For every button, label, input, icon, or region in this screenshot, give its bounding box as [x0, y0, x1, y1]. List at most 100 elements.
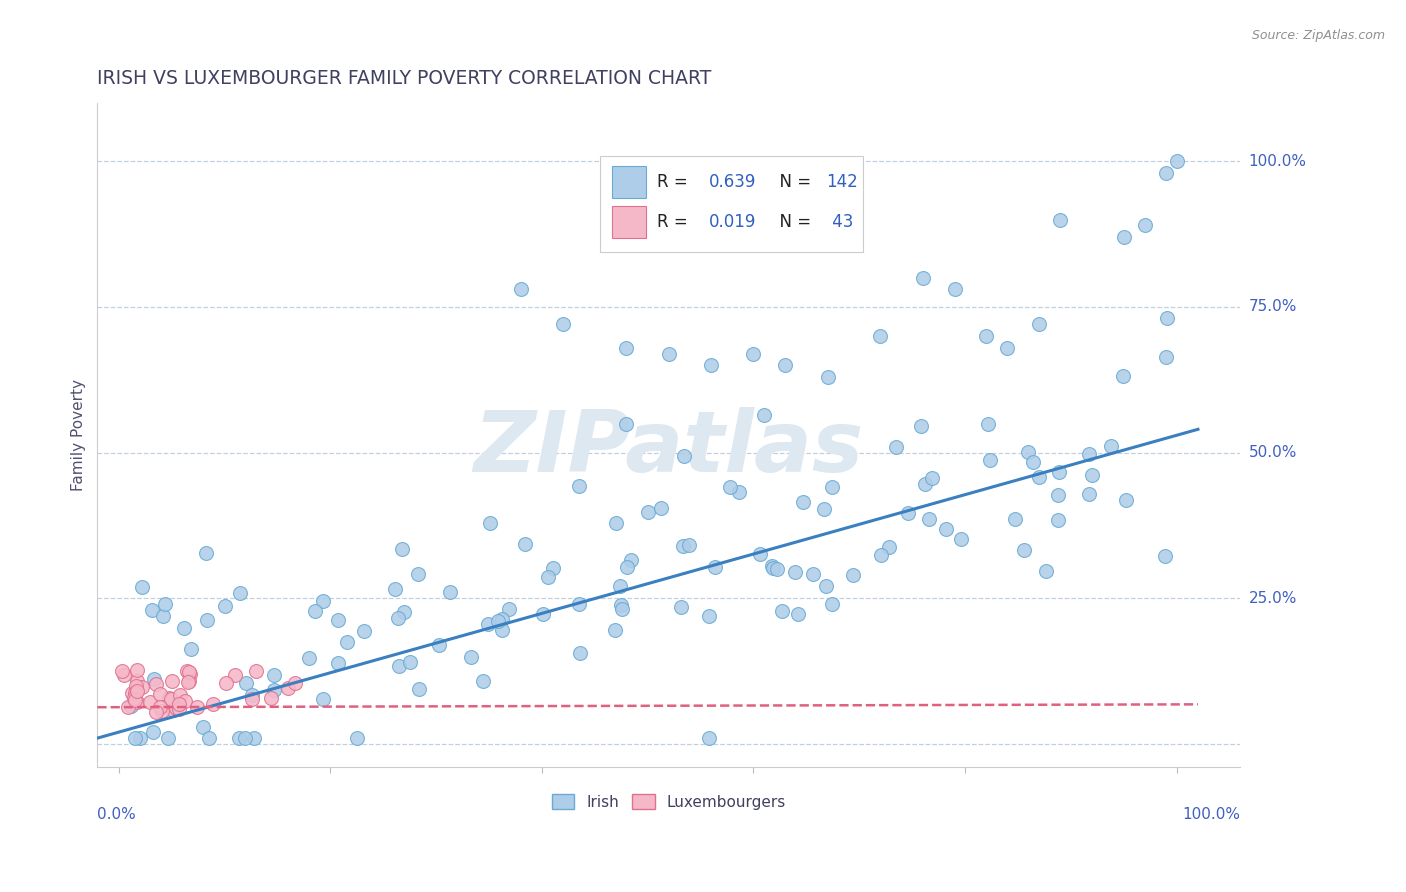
- Point: [195, 614, 218, 628]
- Point: [353, 624, 375, 639]
- Point: [1017, 445, 1039, 459]
- Point: [193, 720, 215, 734]
- Point: [620, 553, 643, 567]
- Point: [770, 604, 793, 618]
- Point: [821, 480, 844, 494]
- Point: [1153, 549, 1175, 564]
- Point: [277, 681, 299, 695]
- Text: 50.0%: 50.0%: [1249, 445, 1296, 460]
- Point: [1028, 469, 1050, 483]
- Text: 25.0%: 25.0%: [1249, 591, 1296, 606]
- Point: [787, 607, 810, 621]
- Y-axis label: Family Poverty: Family Poverty: [72, 379, 86, 491]
- Point: [910, 419, 932, 434]
- Point: [486, 615, 509, 629]
- Point: [531, 607, 554, 622]
- Point: [1004, 512, 1026, 526]
- Point: [509, 282, 531, 296]
- Point: [111, 665, 134, 679]
- Point: [326, 613, 349, 627]
- Point: [637, 505, 659, 519]
- Point: [817, 369, 839, 384]
- Point: [177, 665, 200, 679]
- Point: [399, 655, 422, 669]
- Point: [1154, 350, 1177, 364]
- Point: [616, 341, 638, 355]
- Point: [1166, 154, 1188, 169]
- Point: [406, 566, 429, 581]
- Point: [228, 731, 250, 746]
- Point: [943, 282, 966, 296]
- FancyBboxPatch shape: [612, 206, 645, 238]
- Point: [783, 566, 806, 580]
- Point: [145, 705, 167, 719]
- Point: [870, 549, 893, 563]
- Point: [179, 666, 201, 681]
- Point: [650, 500, 672, 515]
- Point: [152, 608, 174, 623]
- Point: [326, 657, 349, 671]
- Point: [245, 665, 267, 679]
- Text: 0.019: 0.019: [709, 213, 756, 231]
- Point: [141, 603, 163, 617]
- Point: [169, 702, 191, 716]
- Point: [541, 560, 564, 574]
- Point: [814, 578, 837, 592]
- Point: [513, 537, 536, 551]
- Point: [233, 731, 256, 746]
- Point: [138, 695, 160, 709]
- Point: [165, 701, 187, 715]
- Point: [477, 617, 499, 632]
- Point: [156, 731, 179, 746]
- Point: [131, 580, 153, 594]
- Point: [229, 585, 252, 599]
- Point: [263, 668, 285, 682]
- Point: [976, 329, 998, 343]
- Point: [1154, 166, 1177, 180]
- Point: [180, 642, 202, 657]
- Point: [911, 270, 934, 285]
- Point: [877, 541, 900, 555]
- Point: [491, 623, 513, 637]
- Point: [704, 560, 727, 574]
- Point: [153, 597, 176, 611]
- Point: [145, 677, 167, 691]
- Point: [471, 673, 494, 688]
- Point: [609, 579, 631, 593]
- Point: [214, 599, 236, 613]
- Point: [124, 693, 146, 707]
- Point: [569, 646, 592, 660]
- Point: [914, 476, 936, 491]
- Point: [284, 676, 307, 690]
- Point: [752, 408, 775, 422]
- Point: [718, 480, 741, 494]
- Point: [1028, 318, 1050, 332]
- Point: [150, 704, 173, 718]
- Point: [131, 681, 153, 695]
- Point: [127, 674, 149, 689]
- Point: [311, 593, 333, 607]
- Point: [157, 691, 180, 706]
- FancyBboxPatch shape: [600, 156, 863, 252]
- Point: [240, 692, 263, 706]
- Point: [884, 440, 907, 454]
- Text: N =: N =: [769, 173, 817, 191]
- Point: [610, 598, 633, 612]
- Point: [195, 546, 218, 560]
- Point: [869, 329, 891, 343]
- Legend: Irish, Luxembourgers: Irish, Luxembourgers: [546, 789, 792, 816]
- Point: [1047, 488, 1070, 502]
- Point: [605, 623, 627, 637]
- FancyBboxPatch shape: [612, 166, 645, 198]
- Point: [821, 597, 844, 611]
- Point: [1133, 219, 1156, 233]
- Point: [1112, 368, 1135, 383]
- Point: [551, 318, 574, 332]
- Point: [388, 659, 411, 673]
- Point: [186, 699, 208, 714]
- Text: 0.639: 0.639: [709, 173, 756, 191]
- Text: IRISH VS LUXEMBOURGER FAMILY POVERTY CORRELATION CHART: IRISH VS LUXEMBOURGER FAMILY POVERTY COR…: [97, 69, 711, 87]
- Point: [125, 663, 148, 677]
- Point: [346, 731, 368, 746]
- Point: [129, 731, 152, 746]
